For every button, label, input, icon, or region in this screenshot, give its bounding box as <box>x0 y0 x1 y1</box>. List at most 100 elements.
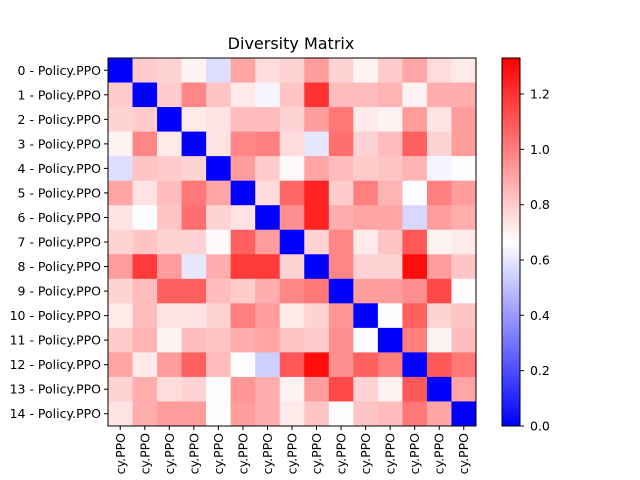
heatmap-cell <box>328 401 354 427</box>
heatmap-cell <box>451 58 477 83</box>
heatmap-cell <box>451 107 477 132</box>
heatmap-cell <box>279 303 305 329</box>
heatmap-cell <box>279 58 305 83</box>
heatmap-cell <box>108 376 133 402</box>
column-tick-label: cy.PPO <box>162 433 177 475</box>
colorbar-tick-label: 0.2 <box>530 363 550 378</box>
heatmap-cell <box>353 229 379 255</box>
heatmap-cell <box>279 82 305 108</box>
heatmap-cell <box>132 303 158 329</box>
heatmap-cell <box>181 303 207 329</box>
column-tick-label: cy.PPO <box>456 433 471 475</box>
heatmap-cell <box>157 254 182 280</box>
heatmap-cell <box>181 327 207 353</box>
heatmap-cell <box>157 303 182 329</box>
heatmap-cell <box>304 254 330 280</box>
heatmap-cell <box>157 229 182 255</box>
heatmap-cell <box>304 205 330 231</box>
heatmap-cell <box>206 82 232 108</box>
heatmap-cell <box>304 401 330 427</box>
heatmap-cell <box>353 401 379 427</box>
heatmap-cell <box>426 352 452 378</box>
heatmap-cell <box>255 107 281 132</box>
heatmap-cell <box>255 58 281 83</box>
column-tick-label: cy.PPO <box>285 433 300 475</box>
heatmap-cell <box>377 254 403 280</box>
heatmap-cell <box>132 107 158 132</box>
heatmap-cell <box>230 303 256 329</box>
heatmap-cell <box>181 278 207 304</box>
heatmap-cell <box>377 205 403 231</box>
colorbar-tick-label: 0.8 <box>530 197 550 212</box>
colorbar-tick-label: 0.0 <box>530 419 550 434</box>
heatmap-cell <box>157 327 182 353</box>
row-tick-label: 7 - Policy.PPO <box>18 235 102 250</box>
heatmap-cell <box>132 229 158 255</box>
heatmap-cell <box>426 58 452 83</box>
heatmap-cell <box>132 376 158 402</box>
heatmap-cell <box>328 180 354 206</box>
heatmap-cell <box>377 131 403 157</box>
heatmap-cell <box>181 254 207 280</box>
heatmap-cell <box>451 254 477 280</box>
heatmap-cell <box>279 327 305 353</box>
heatmap-cell <box>304 327 330 353</box>
heatmap-cell <box>181 376 207 402</box>
heatmap-cell <box>353 205 379 231</box>
heatmap-cell <box>132 131 158 157</box>
column-tick-label: cy.PPO <box>186 433 201 475</box>
heatmap-cell <box>132 327 158 353</box>
colorbar-tick-label: 1.0 <box>530 142 550 157</box>
heatmap-cell <box>255 229 281 255</box>
heatmap-cell <box>402 352 428 378</box>
heatmap-cell <box>255 180 281 206</box>
row-tick-label: 4 - Policy.PPO <box>18 161 102 176</box>
heatmap-cell <box>230 205 256 231</box>
heatmap-cell <box>181 107 207 132</box>
heatmap-cell <box>132 401 158 427</box>
heatmap-cell <box>426 180 452 206</box>
colorbar-tick-label: 0.6 <box>530 252 550 267</box>
heatmap-cell <box>353 180 379 206</box>
heatmap-cell <box>353 327 379 353</box>
heatmap-cell <box>279 401 305 427</box>
colorbar-tick-labels: 0.0 0.2 0.4 0.6 0.8 1.0 1.2 <box>520 86 550 434</box>
row-tick-label: 11 - Policy.PPO <box>10 333 102 348</box>
heatmap-cell <box>328 327 354 353</box>
heatmap-cell <box>402 254 428 280</box>
heatmap-cell <box>279 278 305 304</box>
heatmap-cell <box>181 352 207 378</box>
heatmap-cell <box>353 352 379 378</box>
heatmap-cell <box>402 180 428 206</box>
heatmap-cell <box>181 82 207 108</box>
heatmap-cell <box>206 156 232 182</box>
column-tick-label: cy.PPO <box>334 433 349 475</box>
heatmap-cell <box>402 401 428 427</box>
row-tick-label: 14 - Policy.PPO <box>10 406 102 421</box>
heatmap-cell <box>230 254 256 280</box>
heatmap-cell <box>108 58 133 83</box>
heatmap-cell <box>426 327 452 353</box>
heatmap-cell <box>451 352 477 378</box>
heatmap-cell <box>255 303 281 329</box>
heatmap-cell <box>377 352 403 378</box>
heatmap-cell <box>451 205 477 231</box>
heatmap-cell <box>328 205 354 231</box>
heatmap-cell <box>451 401 477 427</box>
row-tick-label: 12 - Policy.PPO <box>10 357 102 372</box>
heatmap-cell <box>132 156 158 182</box>
heatmap-cell <box>451 156 477 182</box>
heatmap-cell <box>206 327 232 353</box>
heatmap-cell <box>230 376 256 402</box>
heatmap-cell <box>402 205 428 231</box>
heatmap-cell <box>108 352 133 378</box>
heatmap-cell <box>377 327 403 353</box>
heatmap-cell <box>230 107 256 132</box>
heatmap-cell <box>402 376 428 402</box>
heatmap-cell <box>108 303 133 329</box>
heatmap-cell <box>304 82 330 108</box>
heatmap-cell <box>377 303 403 329</box>
column-tick-label: cy.PPO <box>137 433 152 475</box>
heatmap-cell <box>181 156 207 182</box>
heatmap-cell <box>230 82 256 108</box>
